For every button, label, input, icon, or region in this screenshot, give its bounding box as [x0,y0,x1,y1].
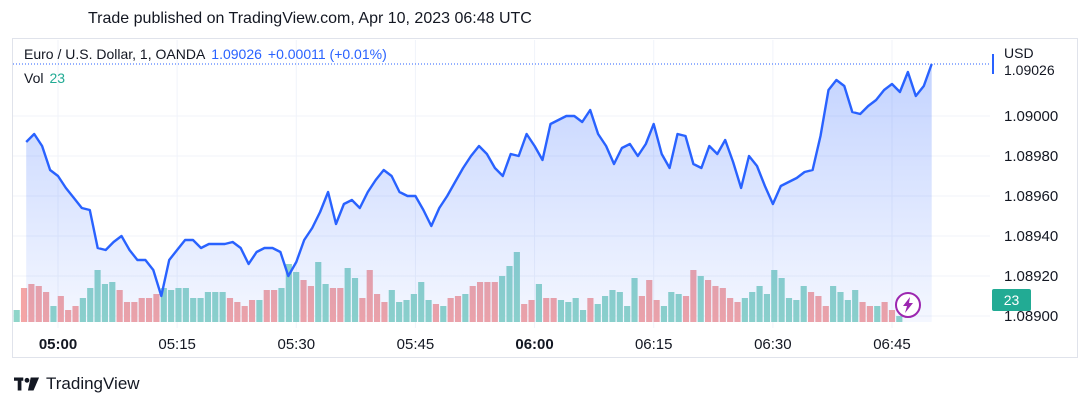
price-change: +0.00011 (+0.01%) [267,46,387,62]
volume-legend[interactable]: Vol 23 [24,70,65,86]
currency-label[interactable]: USD [1004,45,1034,61]
symbol-legend[interactable]: Euro / U.S. Dollar, 1, OANDA 1.09026 +0.00… [24,46,387,62]
volume-label: Vol [24,70,44,86]
x-tick-label: 06:00 [515,336,553,353]
x-tick-label: 06:45 [873,336,911,353]
x-tick-label: 05:15 [158,336,196,353]
y-tick-label: 1.08900 [1004,308,1058,325]
last-price: 1.09026 [211,46,262,62]
price-line [25,63,933,298]
tradingview-logo-icon [14,377,40,391]
current-price-label: 1.09026 [1004,62,1055,78]
lightning-icon[interactable] [895,292,921,318]
y-tick-label: 1.08920 [1004,268,1058,285]
symbol-name: Euro / U.S. Dollar, 1, OANDA [24,46,206,62]
x-tick-label: 05:30 [278,336,316,353]
x-tick-label: 05:45 [397,336,435,353]
volume-bar [20,288,28,322]
time-axis-ticks: 05:00 05:15 05:30 05:45 06:00 06:15 06:30 06:45 [39,336,911,353]
price-area-fill [26,64,932,322]
y-tick-label: 1.08960 [1004,188,1058,205]
current-price-label-bg [995,40,1075,66]
volume-bar [13,310,20,322]
footer-branding[interactable]: TradingView [14,374,140,394]
y-tick-label: 1.09000 [1004,108,1058,125]
x-tick-label: 05:00 [39,336,77,353]
x-tick-label: 06:30 [754,336,792,353]
volume-badge: 23 [992,289,1031,311]
footer-brand-text: TradingView [46,374,140,393]
published-caption: Trade published on TradingView.com, Apr … [88,10,532,27]
y-tick-label: 1.08940 [1004,228,1058,245]
price-axis-ticks: 1.08900 1.08920 1.08940 1.08960 1.08980 1.090… [1004,108,1058,325]
chart-frame [12,38,1078,358]
x-tick-label: 06:15 [635,336,673,353]
y-tick-label: 1.08980 [1004,148,1058,165]
volume-value: 23 [49,70,66,86]
